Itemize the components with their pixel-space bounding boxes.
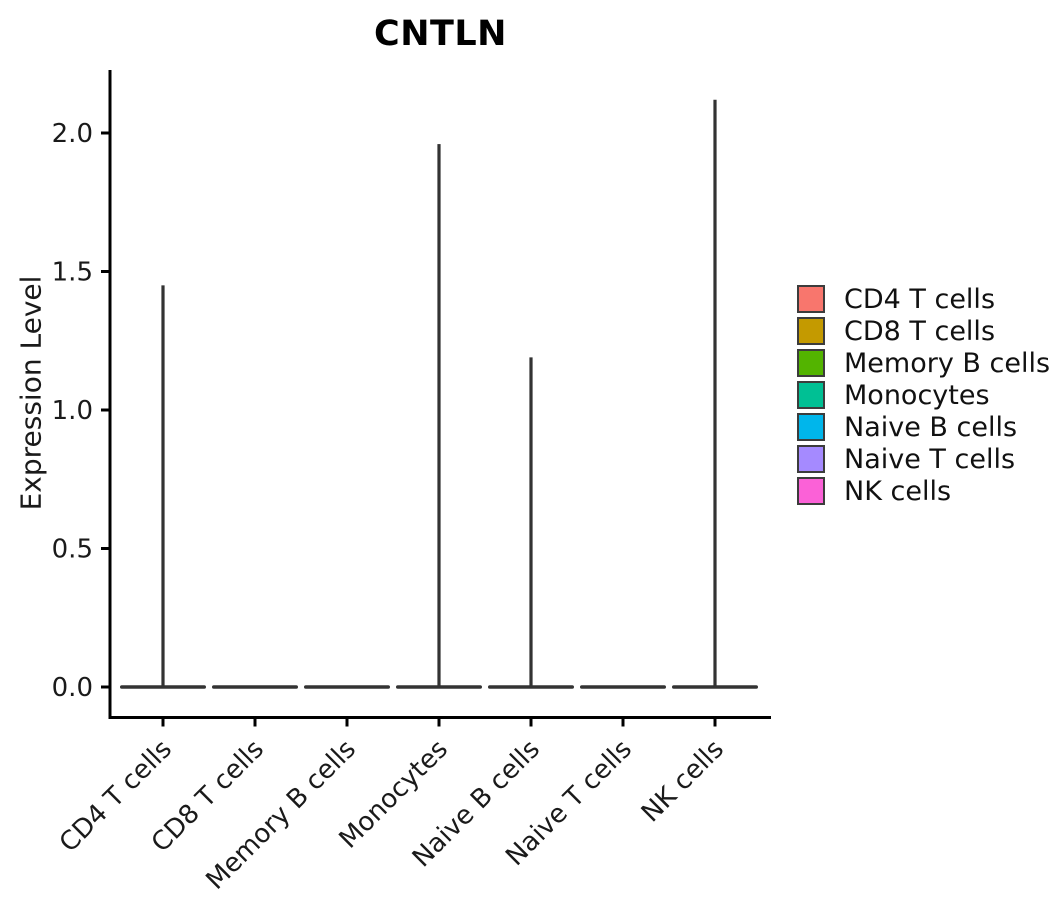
legend-color-swatch <box>797 381 825 409</box>
legend-item: Monocytes <box>797 379 1050 411</box>
legend-color-swatch <box>797 317 825 345</box>
legend-color-swatch <box>797 285 825 313</box>
legend-item: CD4 T cells <box>797 283 1050 315</box>
legend-item: Naive T cells <box>797 443 1050 475</box>
legend-label: Naive B cells <box>844 411 1018 443</box>
violin-naive-b-cells <box>488 357 574 689</box>
violin-nk-cells <box>672 99 758 689</box>
legend-item: NK cells <box>797 475 1050 507</box>
legend: CD4 T cells CD8 T cells Memory B cells Mono… <box>797 283 1050 509</box>
legend-item: CD8 T cells <box>797 315 1050 347</box>
legend-color-swatch <box>797 349 825 377</box>
y-tick-label: 2.0 <box>52 119 93 149</box>
legend-color-swatch <box>797 477 825 505</box>
violins <box>120 99 758 689</box>
violin-body <box>212 685 298 689</box>
y-tick-label: 1.0 <box>52 396 93 426</box>
legend-label: CD8 T cells <box>844 315 996 347</box>
legend-label: CD4 T cells <box>844 283 996 315</box>
violin-spike <box>437 144 441 687</box>
violin-cd4-t-cells <box>120 285 206 689</box>
legend-label: Memory B cells <box>844 347 1050 379</box>
violin-spike <box>161 285 165 687</box>
legend-label: NK cells <box>844 475 952 507</box>
y-tick-label: 0.5 <box>52 535 93 565</box>
plot-title: CNTLN <box>374 14 507 54</box>
violin-monocytes <box>396 144 482 689</box>
legend-label: Naive T cells <box>844 443 1016 475</box>
violin-body <box>580 685 666 689</box>
violin-cd8-t-cells <box>212 685 298 689</box>
legend-color-swatch <box>797 445 825 473</box>
violin-spike <box>529 357 533 687</box>
violin-naive-t-cells <box>580 685 666 689</box>
y-tick-label: 1.5 <box>52 258 93 288</box>
y-tick-label: 0.0 <box>52 673 93 703</box>
legend-label: Monocytes <box>844 379 990 411</box>
y-axis: 0.0 0.5 1.0 1.5 2.0 <box>52 119 110 703</box>
legend-color-swatch <box>797 413 825 441</box>
legend-item: Naive B cells <box>797 411 1050 443</box>
legend-item: Memory B cells <box>797 347 1050 379</box>
violin-spike <box>713 99 717 687</box>
violin-memory-b-cells <box>304 685 390 689</box>
x-tick-label: NK cells <box>636 734 730 828</box>
violin-body <box>304 685 390 689</box>
